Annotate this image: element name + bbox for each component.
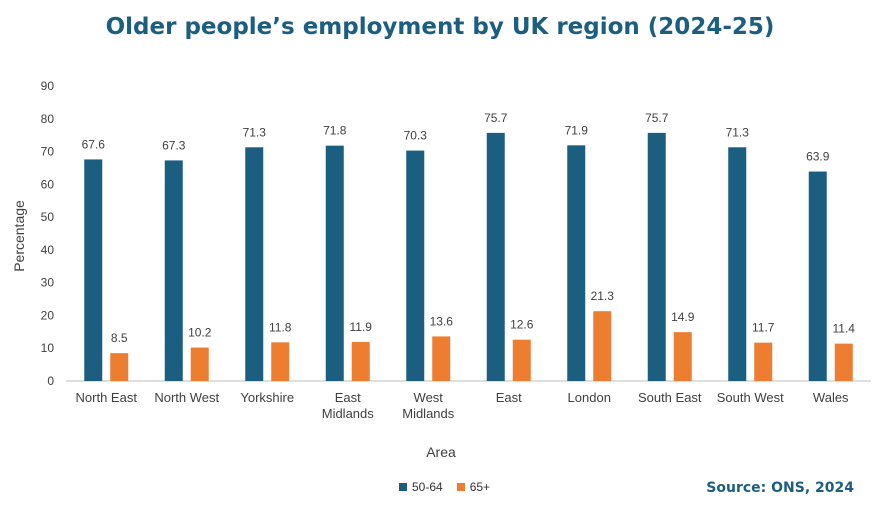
x-tick-label: Midlands bbox=[402, 406, 455, 421]
x-axis-label: Area bbox=[426, 444, 456, 460]
bar-age-65-plus bbox=[834, 343, 853, 381]
x-tick-label: Yorkshire bbox=[240, 390, 294, 405]
x-tick-label: South East bbox=[638, 390, 702, 405]
y-tick-label: 20 bbox=[41, 308, 55, 322]
bar-age-65-plus bbox=[190, 347, 209, 381]
y-tick-label: 30 bbox=[41, 276, 55, 290]
data-label: 12.6 bbox=[510, 318, 534, 332]
data-label: 63.9 bbox=[806, 150, 830, 164]
data-label: 11.7 bbox=[752, 321, 775, 335]
y-axis-label: Percentage bbox=[11, 200, 27, 272]
y-tick-label: 70 bbox=[41, 145, 55, 159]
data-label: 21.3 bbox=[591, 289, 615, 303]
data-label: 14.9 bbox=[671, 310, 695, 324]
bar-age-65-plus bbox=[351, 341, 370, 381]
bar-age-50-64 bbox=[647, 132, 666, 381]
data-label: 71.3 bbox=[243, 125, 267, 139]
bar-age-50-64 bbox=[164, 160, 183, 381]
x-tick-label: West bbox=[414, 390, 444, 405]
bar-age-65-plus bbox=[110, 353, 129, 381]
bar-age-50-64 bbox=[567, 145, 586, 381]
data-label: 8.5 bbox=[111, 331, 128, 345]
legend-swatch bbox=[456, 483, 465, 491]
x-tick-label: North West bbox=[154, 390, 219, 405]
data-label: 70.3 bbox=[404, 129, 428, 143]
y-tick-label: 90 bbox=[41, 79, 55, 93]
x-tick-label: Wales bbox=[813, 390, 849, 405]
y-tick-label: 40 bbox=[41, 243, 55, 257]
y-tick-label: 0 bbox=[47, 374, 54, 388]
y-tick-label: 80 bbox=[41, 112, 55, 126]
data-label: 11.8 bbox=[269, 320, 292, 334]
data-label: 10.2 bbox=[188, 326, 212, 340]
x-tick-label: East bbox=[496, 390, 522, 405]
bar-age-50-64 bbox=[84, 159, 103, 381]
x-tick-label: London bbox=[568, 390, 611, 405]
legend: 50-64 65+ bbox=[399, 480, 504, 494]
data-label: 11.9 bbox=[350, 320, 373, 334]
bar-age-50-64 bbox=[325, 145, 344, 381]
y-tick-label: 60 bbox=[41, 177, 55, 191]
bar-age-50-64 bbox=[245, 147, 264, 381]
bar-age-50-64 bbox=[406, 150, 425, 381]
source-note: Source: ONS, 2024 bbox=[706, 480, 854, 496]
data-label: 75.7 bbox=[484, 111, 508, 125]
bar-age-65-plus bbox=[512, 339, 531, 381]
bar-age-50-64 bbox=[486, 132, 505, 381]
bar-age-65-plus bbox=[593, 311, 612, 381]
data-label: 13.6 bbox=[430, 314, 454, 328]
chart-title: Older people’s employment by UK region (… bbox=[105, 14, 775, 40]
x-tick-label: East bbox=[335, 390, 361, 405]
legend-item: 50-64 bbox=[399, 480, 443, 494]
data-label: 75.7 bbox=[645, 111, 669, 125]
x-tick-label: South West bbox=[717, 390, 784, 405]
bar-age-50-64 bbox=[728, 147, 747, 381]
data-label: 67.6 bbox=[82, 137, 106, 151]
data-label: 71.9 bbox=[565, 123, 589, 137]
data-label: 71.3 bbox=[726, 125, 750, 139]
data-label: 67.3 bbox=[162, 138, 186, 152]
legend-swatch bbox=[399, 483, 407, 491]
y-tick-label: 10 bbox=[41, 341, 55, 355]
bar-age-65-plus bbox=[271, 342, 290, 381]
legend-label: 50-64 bbox=[412, 480, 443, 494]
legend-item: 65+ bbox=[456, 480, 491, 494]
bar-age-65-plus bbox=[673, 332, 692, 381]
bar-age-50-64 bbox=[808, 171, 827, 381]
bar-age-65-plus bbox=[432, 336, 451, 381]
bar-age-65-plus bbox=[754, 342, 773, 381]
data-label: 71.8 bbox=[323, 124, 347, 138]
legend-label: 65+ bbox=[469, 480, 491, 494]
x-tick-label: Midlands bbox=[322, 406, 375, 421]
y-tick-label: 50 bbox=[41, 210, 55, 224]
x-tick-label: North East bbox=[76, 390, 138, 405]
data-label: 11.4 bbox=[833, 322, 856, 336]
